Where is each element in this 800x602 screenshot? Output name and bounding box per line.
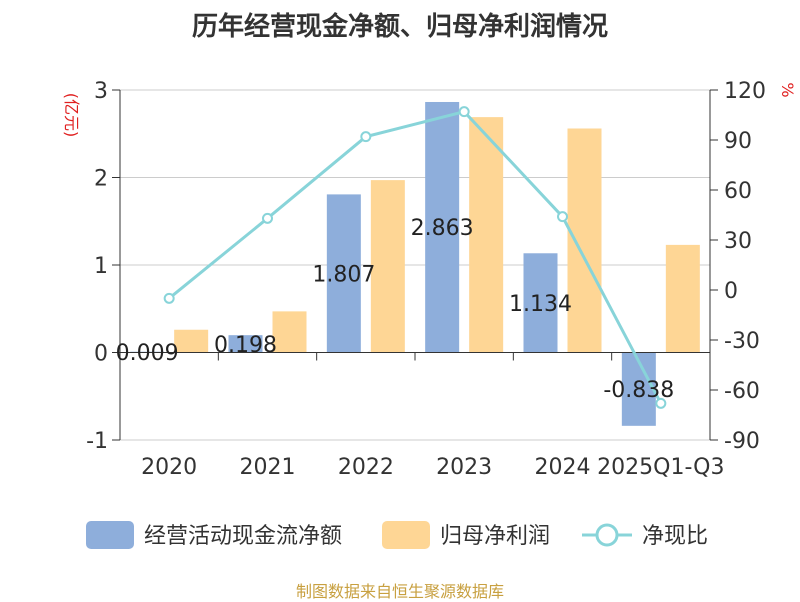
y-left-tick-label: 0 (94, 342, 108, 367)
bar-profit (272, 311, 307, 353)
y-left-tick-label: 3 (94, 79, 108, 104)
x-tick-label: 2025Q1-Q3 (597, 455, 724, 480)
bar-profit (370, 180, 405, 353)
y-right-tick-label: 30 (724, 229, 752, 254)
ratio-point (557, 211, 568, 223)
y-right-tick-label: -90 (724, 429, 760, 454)
bar-profit (469, 117, 504, 353)
data-label-cashflow: -0.838 (603, 378, 674, 403)
y-right-tick-label: 0 (724, 279, 738, 304)
bar-profit (665, 244, 700, 353)
bar-cashflow (523, 253, 558, 353)
bar-cashflow (326, 194, 361, 353)
legend: 经营活动现金流净额 归母净利润 净现比 (86, 521, 708, 549)
source-note: 制图数据来自恒生聚源数据库 (295, 582, 504, 601)
data-label-cashflow: 1.807 (312, 262, 375, 287)
right-axis-unit: % (778, 82, 797, 97)
legend-label-ratio[interactable]: 净现比 (642, 524, 708, 549)
bar-profit (567, 128, 602, 353)
data-label-cashflow: 0.198 (214, 333, 277, 358)
x-tick-label: 2022 (338, 455, 394, 480)
y-right-tick-label: -60 (724, 379, 760, 404)
chart-title: 历年经营现金净额、归母净利润情况 (191, 12, 608, 42)
x-tick-label: 2023 (436, 455, 492, 480)
data-label-cashflow: 0.009 (116, 341, 179, 366)
data-label-cashflow: 2.863 (411, 216, 474, 241)
bar-cashflow (228, 335, 263, 353)
x-tick-label: 2024 (535, 455, 591, 480)
legend-label-cashflow[interactable]: 经营活动现金流净额 (144, 524, 342, 549)
y-left-tick-label: 1 (94, 254, 108, 279)
left-axis-unit: (亿元) (62, 93, 81, 138)
ratio-point (163, 292, 175, 304)
bar-profit (174, 329, 209, 353)
ratio-point (655, 397, 667, 409)
ratio-point (458, 106, 470, 118)
line-series-ratio (168, 109, 663, 405)
legend-swatch-profit[interactable] (382, 521, 430, 549)
legend-swatch-cashflow[interactable] (86, 521, 134, 549)
data-label-cashflow: 1.134 (509, 292, 572, 317)
y-right-tick-label: 60 (724, 179, 752, 204)
ratio-point (360, 131, 372, 143)
x-tick-label: 2020 (141, 455, 197, 480)
legend-marker-ratio[interactable] (595, 523, 619, 547)
y-left-tick-label: 2 (94, 167, 108, 192)
bar-cashflow (425, 101, 460, 353)
legend-label-profit[interactable]: 归母净利润 (440, 524, 550, 549)
y-left-tick-label: -1 (86, 429, 108, 454)
ratio-point (262, 212, 273, 224)
y-right-tick-label: 120 (724, 79, 766, 104)
y-right-tick-label: 90 (724, 129, 752, 154)
x-tick-label: 2021 (240, 455, 296, 480)
y-right-tick-label: -30 (724, 329, 760, 354)
